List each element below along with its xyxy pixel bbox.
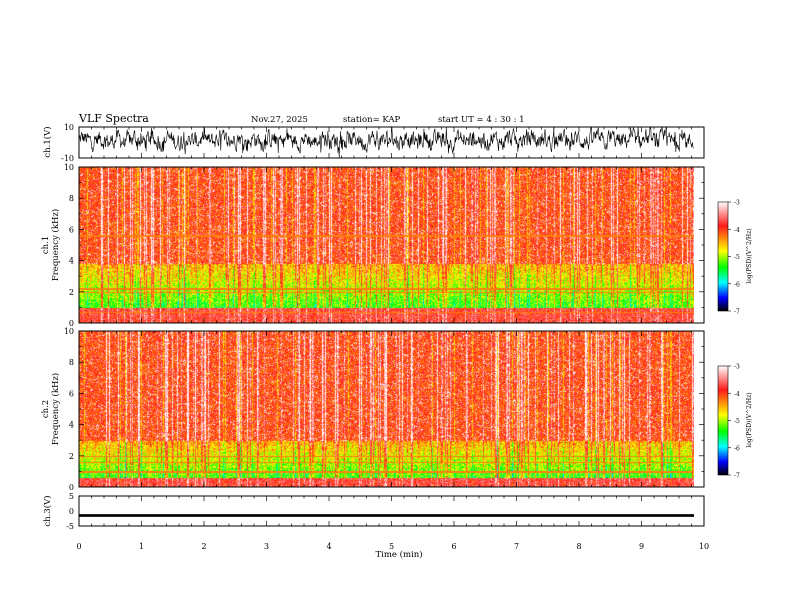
start-ut-label: start UT = 4 : 30 : 1 [438,115,525,125]
ch2-colorbar-gradient [717,365,729,476]
x-tick-label: 2 [201,542,206,551]
x-axis-tick-labels: 0 1 2 3 4 5 6 7 8 9 10 [76,542,709,551]
colorbar-tick-label: -6 [734,445,740,452]
ch3-ytick-top: 5 [69,492,74,501]
x-tick-label: 0 [76,542,81,551]
ch2-spectrogram-ylabel-channel: ch.2 [41,400,51,418]
colorbar-tick-label: -6 [734,281,740,288]
x-tick-label: 6 [451,542,456,551]
x-tick-label: 1 [139,542,144,551]
ch3-waveform-band [79,514,694,517]
y-tick-label: 4 [69,421,74,430]
ch2-colorbar: -3 -4 -5 -6 -7 log(PSD)(V^2/Hz) [717,364,753,480]
date-label: Nov.27, 2025 [251,115,308,125]
ch3-waveform-ylabel: ch.3(V) [42,495,53,526]
figure-title: VLF Spectra [78,112,149,125]
x-tick-label: 7 [514,542,519,551]
x-tick-label: 9 [639,542,644,551]
ch1-spectrogram-ylabel-frequency: Frequency (kHz) [50,209,61,281]
y-tick-label: 0 [69,483,74,492]
x-tick-label: 10 [699,542,709,551]
ch2-spectrogram-ylabel-frequency: Frequency (kHz) [50,373,61,445]
ch1-waveform-panel: 10 -10 ch.1(V) [42,123,705,163]
ch1-spectrogram-panel: 0 2 4 6 8 10 ch.1 Frequency (kHz) [41,163,705,328]
ch1-colorbar-gradient [717,201,729,312]
x-axis-label: Time (min) [375,549,422,560]
ch2-spectrogram-panel: 0 2 4 6 8 10 ch.2 Frequency (kHz) [41,327,705,492]
y-tick-label: 4 [69,257,74,266]
x-tick-label: 5 [389,542,394,551]
y-tick-label: 6 [69,389,74,398]
colorbar-tick-label: -5 [734,254,740,261]
ch1-spectrogram-heatmap [79,167,694,323]
y-tick-label: 8 [69,194,74,203]
ch1-waveform-line [79,127,694,158]
ch1-colorbar: -3 -4 -5 -6 -7 log(PSD)(V^2/Hz) [717,200,753,316]
colorbar-tick-label: -3 [734,200,740,207]
ch2-spectrogram-heatmap [79,331,694,487]
x-tick-label: 8 [576,542,581,551]
y-tick-label: 2 [69,288,74,297]
ch3-waveform-panel: 5 0 -5 ch.3(V) [42,492,705,531]
y-tick-label: 2 [69,452,74,461]
y-tick-label: 0 [69,319,74,328]
colorbar-tick-label: -5 [734,418,740,425]
x-tick-label: 4 [326,542,331,551]
colorbar-tick-label: -4 [734,391,740,398]
ch1-waveform-ylabel: ch.1(V) [42,126,53,157]
y-tick-label: 6 [69,225,74,234]
ch1-spectrogram-ylabel-channel: ch.1 [41,236,51,254]
colorbar-tick-label: -4 [734,227,740,234]
y-tick-label: 10 [64,163,74,172]
ch2-colorbar-label: log(PSD)(V^2/Hz) [746,392,753,447]
ch1-ytick-top: 10 [64,123,74,132]
y-tick-label: 8 [69,358,74,367]
colorbar-tick-label: -7 [734,473,740,480]
ch3-ytick-mid: 0 [69,507,74,516]
x-tick-label: 3 [264,542,269,551]
colorbar-tick-label: -3 [734,364,740,371]
ch1-ytick-bottom: -10 [61,154,74,163]
y-tick-label: 10 [64,327,74,336]
ch3-ytick-bottom: -5 [66,522,74,531]
ch1-colorbar-label: log(PSD)(V^2/Hz) [746,228,753,283]
colorbar-tick-label: -7 [734,309,740,316]
station-label: station= KAP [343,115,401,125]
